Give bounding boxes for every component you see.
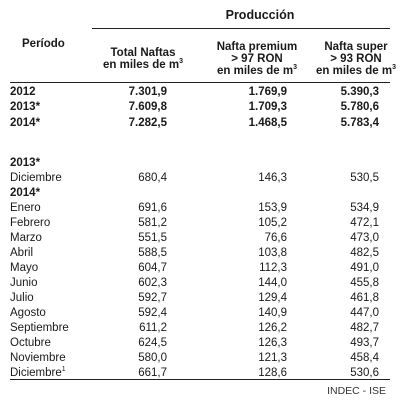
row-label: Diciembre [10,172,62,184]
total-naftas-header: Total Naftas en miles de m3 [103,47,183,71]
production-group-title: Producción [225,8,295,22]
nafta-premium-cell: 140,9 [258,307,287,319]
section-title-2014: 2014* [10,187,41,199]
total-naftas-cell: 7.282,5 [128,117,167,129]
row-label: Enero [10,202,41,214]
nafta-premium-cell: 126,2 [258,322,287,334]
nafta-super-header: Nafta super > 93 RON en miles de m3 [316,41,396,77]
row-label: Septiembre [10,322,69,334]
footnote-marker: 1 [61,366,66,374]
row-label: Julio [10,292,34,304]
row-label-text: Diciembre [10,367,62,379]
nafta-premium-cell: 121,3 [258,352,287,364]
total-naftas-cell: 551,5 [138,232,167,244]
total-naftas-cell: 580,0 [138,352,167,364]
total-naftas-cell: 7.301,9 [128,86,167,98]
total-naftas-cell: 7.609,8 [128,101,167,113]
nafta-premium-cell: 103,8 [258,247,287,259]
nafta-super-cell: 534,9 [350,202,379,214]
table-bottom-rule [10,379,390,380]
total-naftas-cell: 592,7 [138,292,167,304]
header-top-rule [92,28,390,29]
row-label: Agosto [10,307,46,319]
nafta-premium-cell: 76,6 [264,232,287,244]
nafta-premium-header: Nafta premium > 97 RON en miles de m3 [216,41,298,77]
row-label: Diciembre1 [10,366,66,379]
nafta-super-cell: 482,5 [350,247,379,259]
row-label: Junio [10,277,38,289]
row-label: 2014* [10,117,41,129]
nafta-super-cell: 455,8 [350,277,379,289]
row-label: 2013* [10,101,41,113]
section-title-2013: 2013* [10,157,41,169]
nafta-premium-cell: 146,3 [258,172,287,184]
nafta-super-cell: 530,5 [350,172,379,184]
nafta-super-cell: 491,0 [350,262,379,274]
nafta-super-cell: 5.780,6 [340,101,379,113]
row-label: Abril [10,247,34,259]
nafta-premium-cell: 129,4 [258,292,287,304]
nafta-premium-cell: 126,3 [258,337,287,349]
total-naftas-cell: 661,7 [138,367,167,379]
nafta-super-cell: 482,7 [350,322,379,334]
header-bottom-rule [10,82,390,83]
nafta-premium-cell: 128,6 [258,367,287,379]
row-label: Octubre [10,337,51,349]
nafta-premium-cell: 112,3 [259,262,287,274]
nafta-super-cell: 461,8 [350,292,379,304]
row-label: Febrero [10,217,51,229]
nafta-super-cell: 447,0 [350,307,379,319]
nafta-premium-cell: 105,2 [258,217,287,229]
total-naftas-cell: 624,5 [138,337,167,349]
row-label: Marzo [10,232,42,244]
nafta-premium-cell: 144,0 [258,277,287,289]
total-naftas-cell: 581,2 [138,217,167,229]
period-header: Período [22,38,65,50]
nafta-premium-cell: 153,9 [258,202,287,214]
total-naftas-cell: 691,6 [138,202,167,214]
nafta-super-cell: 493,7 [350,337,379,349]
row-label: Mayo [10,262,39,274]
nafta-super-cell: 473,0 [350,232,379,244]
nafta-premium-cell: 1.468,5 [248,117,287,129]
row-label: 2012 [10,86,36,98]
nafta-premium-cell: 1.769,9 [248,86,287,98]
nafta-super-cell: 458,4 [350,352,379,364]
total-naftas-cell: 592,4 [138,307,167,319]
total-naftas-cell: 611,2 [139,322,167,334]
nafta-super-cell: 472,1 [350,217,379,229]
total-naftas-cell: 604,7 [138,262,167,274]
nafta-premium-cell: 1.709,3 [248,101,287,113]
nafta-super-cell: 530,6 [350,367,379,379]
total-naftas-cell: 680,4 [138,172,167,184]
nafta-super-cell: 5.390,3 [340,86,379,98]
total-naftas-cell: 602,3 [138,277,167,289]
row-label: Noviembre [10,352,66,364]
nafta-super-cell: 5.783,4 [340,117,379,129]
total-naftas-cell: 588,5 [138,247,167,259]
source-note: INDEC - ISE [327,385,386,397]
